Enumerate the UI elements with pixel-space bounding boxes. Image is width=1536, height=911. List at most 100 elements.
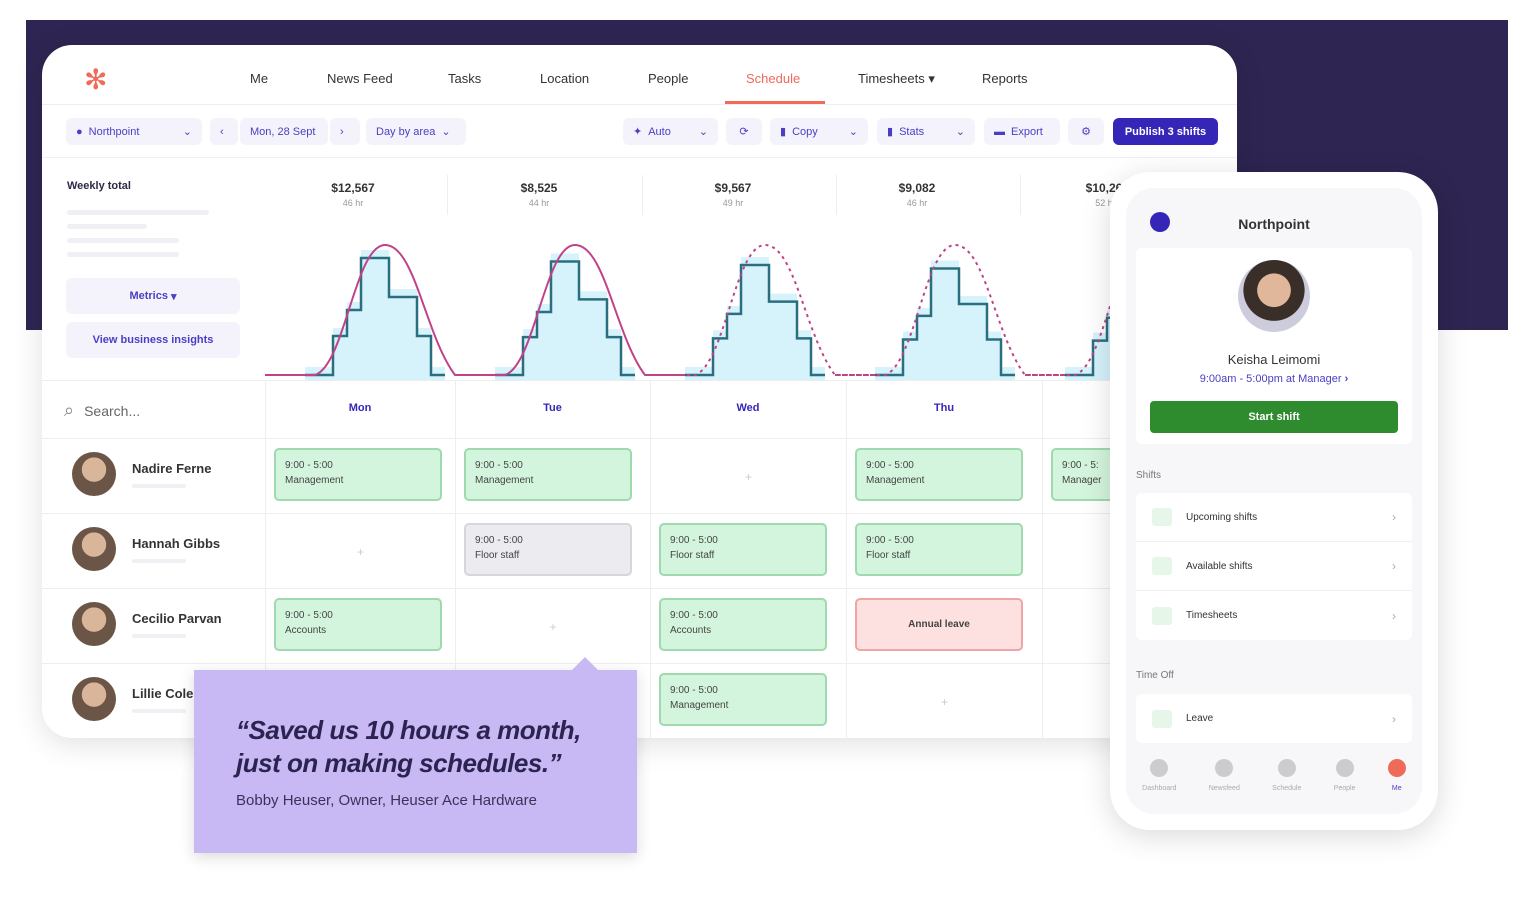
tab-dashboard[interactable]: Dashboard <box>1142 759 1176 792</box>
employee-row-header[interactable]: Hannah Gibbs <box>72 527 220 571</box>
location-select[interactable]: ● Northpoint ⌄ <box>66 118 202 145</box>
tab-newsfeed[interactable]: Newsfeed <box>1209 759 1240 792</box>
day-total: $12,567 46 hr <box>258 181 448 208</box>
divider <box>836 175 837 215</box>
chevron-right-icon: › <box>1392 510 1396 524</box>
publish-button[interactable]: Publish 3 shifts <box>1113 118 1218 145</box>
timeoff-list: Leave › <box>1136 694 1412 743</box>
mobile-title: Northpoint <box>1238 216 1310 232</box>
nav-timesheets[interactable]: Timesheets ▾ <box>858 71 935 86</box>
shift-block[interactable]: 9:00 - 5:00 Management <box>659 673 827 726</box>
tab-people[interactable]: People <box>1333 759 1356 792</box>
menu-item-icon <box>1152 508 1172 526</box>
menu-item[interactable]: Timesheets › <box>1136 591 1412 640</box>
export-button[interactable]: ▬ Export <box>984 118 1060 145</box>
staffing-bar <box>987 331 1001 381</box>
store-icon[interactable] <box>1150 212 1170 232</box>
scheduled-line <box>875 267 1015 377</box>
search-input[interactable]: ⌕ Search... <box>64 400 140 421</box>
add-shift-button[interactable]: + <box>357 545 365 559</box>
metrics-label: Metrics <box>129 290 168 302</box>
start-shift-button[interactable]: Start shift <box>1150 401 1398 433</box>
demand-line <box>455 243 685 376</box>
employee-name: Nadire Ferne <box>132 460 212 476</box>
avatar <box>72 452 116 496</box>
add-shift-button[interactable]: + <box>745 470 753 484</box>
column-header-mon: Mon <box>348 402 372 414</box>
staffing-bar <box>389 289 403 381</box>
avatar <box>72 527 116 571</box>
nav-tasks[interactable]: Tasks <box>448 71 482 86</box>
divider <box>265 380 266 738</box>
menu-item-label: Upcoming shifts <box>1186 511 1258 523</box>
metrics-button[interactable]: Metrics ▾ <box>66 278 240 314</box>
shift-block[interactable]: 9:00 - 5:00 Floor staff <box>855 523 1023 576</box>
search-placeholder: Search... <box>84 402 141 419</box>
tab-schedule[interactable]: Schedule <box>1272 759 1301 792</box>
column-header-thu: Thu <box>933 402 955 414</box>
tab-label: People <box>1333 785 1356 792</box>
date-picker[interactable]: Mon, 28 Sept <box>240 118 328 145</box>
staffing-bar <box>333 328 347 381</box>
chevron-down-icon: ⌄ <box>848 126 858 138</box>
copy-icon: ▮ <box>780 126 787 138</box>
business-insights-button[interactable]: View business insights <box>66 322 240 358</box>
demand-line <box>835 243 1065 376</box>
nav-news-feed[interactable]: News Feed <box>327 71 393 86</box>
menu-item[interactable]: Available shifts › <box>1136 542 1412 591</box>
employee-row-header[interactable]: Cecilio Parvan <box>72 602 222 646</box>
nav-location[interactable]: Location <box>540 71 590 86</box>
shift-time: 9:00 - 5:00 <box>285 610 333 621</box>
current-shift-link[interactable]: 9:00am - 5:00pm at Manager › <box>1136 373 1412 385</box>
shift-block[interactable]: 9:00 - 5:00 Floor staff <box>464 523 632 576</box>
shift-block[interactable]: 9:00 - 5:00 Management <box>274 448 442 501</box>
staffing-bar <box>973 296 987 381</box>
staffing-bar <box>417 328 431 381</box>
menu-item[interactable]: Upcoming shifts › <box>1136 493 1412 542</box>
refresh-button[interactable]: ⟳ <box>726 118 762 145</box>
staffing-bar <box>783 293 797 381</box>
nav-me[interactable]: Me <box>250 71 269 86</box>
shift-block[interactable]: 9:00 - 5:00 Management <box>855 448 1023 501</box>
employee-row-header[interactable]: Nadire Ferne <box>72 452 211 496</box>
me-icon <box>1387 759 1406 777</box>
next-date-button[interactable]: › <box>330 118 360 145</box>
divider <box>642 175 643 215</box>
staffing-bar <box>769 293 783 381</box>
leave-block[interactable]: Annual leave <box>855 598 1023 651</box>
shift-block[interactable]: 9:00 - 5:00 Accounts <box>274 598 442 651</box>
nav-reports[interactable]: Reports <box>982 71 1028 86</box>
nav-schedule[interactable]: Schedule <box>746 71 801 86</box>
employee-row-header[interactable]: Lillie Cole <box>72 677 193 721</box>
settings-button[interactable]: ⚙ <box>1068 118 1104 145</box>
view-select[interactable]: Day by area ⌄ <box>366 118 466 145</box>
people-icon <box>1335 759 1354 777</box>
auto-button[interactable]: ✦ Auto ⌄ <box>623 118 718 145</box>
staffing-bar <box>917 307 931 381</box>
copy-button[interactable]: ▮ Copy ⌄ <box>770 118 868 145</box>
shift-block[interactable]: 9:00 - 5:00 Accounts <box>659 598 827 651</box>
tab-me[interactable]: Me <box>1387 759 1406 792</box>
nav-people[interactable]: People <box>648 71 689 86</box>
shift-block[interactable]: 9:00 - 5:00 Floor staff <box>659 523 827 576</box>
skeleton-line <box>67 224 147 229</box>
skeleton-line <box>67 238 179 243</box>
stats-button[interactable]: ▮ Stats ⌄ <box>877 118 975 145</box>
day-hours: 46 hr <box>342 198 364 208</box>
menu-item-icon <box>1152 606 1172 625</box>
shift-role: Floor staff <box>475 550 520 561</box>
divider <box>42 513 1237 514</box>
staffing-bar <box>593 291 607 381</box>
staffing-bar <box>741 257 755 381</box>
add-shift-button[interactable]: + <box>549 620 557 634</box>
weekly-total-label: Weekly total <box>67 180 131 192</box>
tab-label: Me <box>1391 785 1402 792</box>
shift-block[interactable]: 9:00 - 5:00 Management <box>464 448 632 501</box>
add-shift-button[interactable]: + <box>941 695 949 709</box>
active-tab-underline <box>725 101 825 104</box>
tab-label: Schedule <box>1272 785 1302 792</box>
menu-item[interactable]: Leave › <box>1136 694 1412 743</box>
prev-date-button[interactable]: ‹ <box>210 118 238 145</box>
staffing-bar <box>523 329 537 381</box>
shift-time: 9:00 - 5:00 <box>285 460 333 471</box>
